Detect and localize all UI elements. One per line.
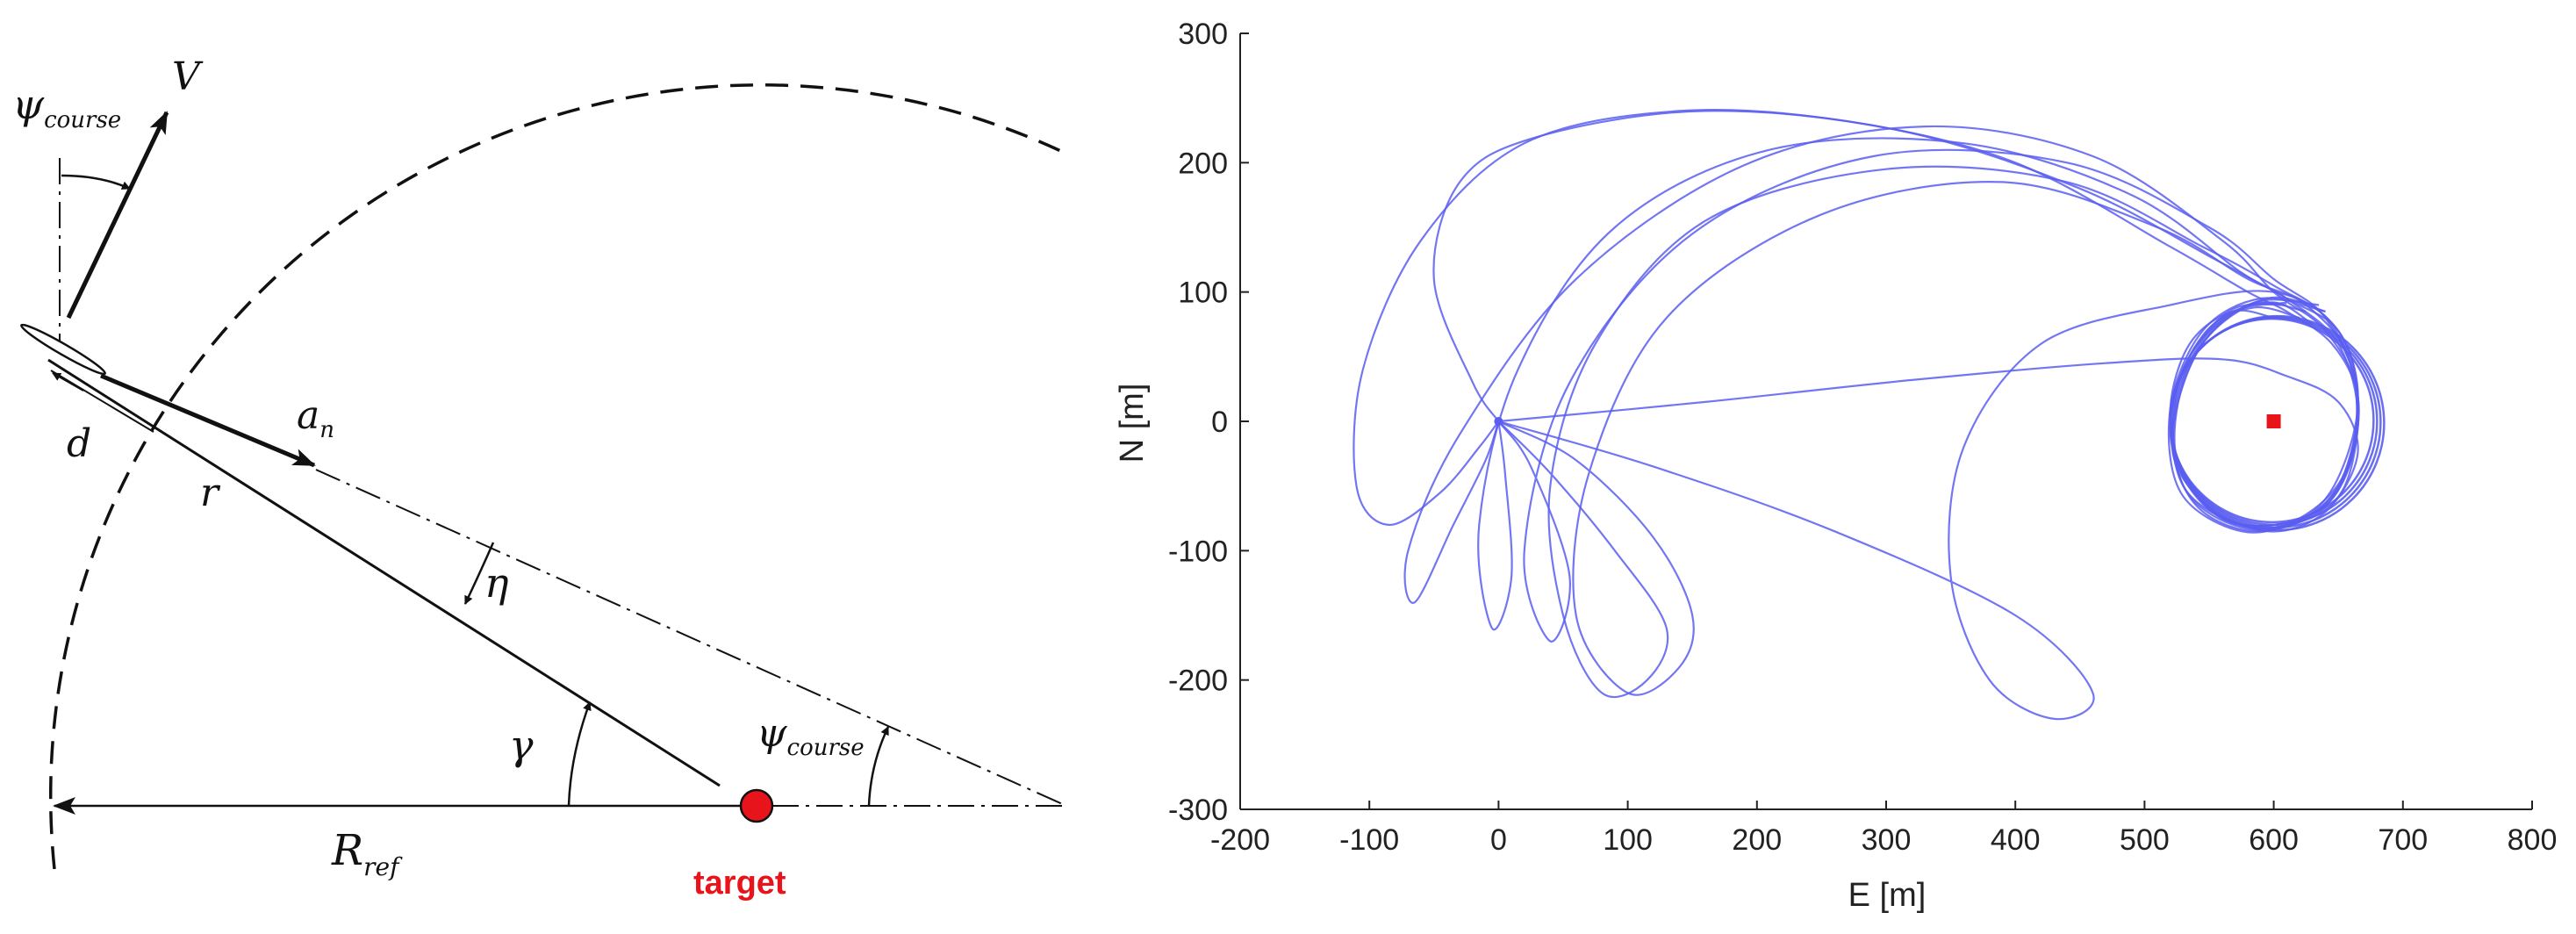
x-tick-label: 300 [1862,823,1912,857]
guidance-geometry-diagram: ψcourse V an d r η γ ψcourse Rref target [12,54,1067,902]
chart-axes: -200 -100 0 100 200 300 400 500 600 700 800 300 200 1… [1168,18,2557,857]
x-tick-label: 400 [1991,823,2041,857]
trajectory-line-9 [1432,110,2359,534]
x-tick-label: 600 [2249,823,2299,857]
psi-course-label-bottom: ψcourse [757,711,865,761]
target-label: target [693,865,786,902]
y-tick-label: 300 [1178,18,1228,51]
loiter-circle-pass-4 [2169,314,2386,532]
y-tick-label: -200 [1168,665,1228,698]
reference-radius-label: Rref [331,826,403,881]
normal-acceleration-vector [100,373,316,468]
course-line-dashdot [315,469,1067,807]
trajectory-chart: -200 -100 0 100 200 300 400 500 600 700 800 300 200 1… [1114,18,2557,914]
x-tick-label: 800 [2508,823,2558,857]
eta-angle-arc [463,542,495,605]
y-tick-label: -100 [1168,535,1228,568]
x-axis-label: E [m] [1848,877,1927,914]
y-tick-label: 200 [1178,147,1228,180]
normal-accel-label: an [297,393,334,443]
reference-circle-arc [49,83,1067,870]
psi-course-angle-arc-bottom [867,726,890,807]
target-markers [1494,414,2281,428]
offset-bracket-line [50,370,154,433]
psi-course-angle-arc-top [61,174,131,190]
trajectory-line-7 [1498,290,2359,721]
trajectory-lines [1353,108,2386,721]
target-square-marker [2266,414,2281,428]
y-axis-label: N [m] [1114,384,1151,463]
range-label: r [200,471,221,515]
x-tick-label: 0 [1490,823,1507,857]
x-tick-label: 200 [1732,823,1782,857]
trajectory-line-8 [1498,298,2359,533]
gamma-label: γ [509,722,534,769]
eta-label: η [484,559,509,607]
aircraft-icon [20,323,106,376]
psi-course-label-top: ψcourse [12,81,121,133]
gamma-angle-arc [567,701,592,807]
y-tick-label: 0 [1211,406,1228,439]
trajectory-line-3 [1477,137,2359,631]
trajectory-line-2 [1403,125,2360,604]
y-tick-label: 100 [1178,277,1228,310]
offset-arrow-line [52,372,84,392]
x-tick-label: 100 [1603,823,1653,857]
x-tick-label: -200 [1210,823,1270,857]
y-tick-label: -300 [1168,794,1228,827]
x-tick-label: 700 [2378,823,2428,857]
x-tick-label: -100 [1339,823,1399,857]
target-marker [739,788,774,823]
x-tick-label: 500 [2120,823,2170,857]
trajectory-line-6 [1497,181,2358,696]
origin-point [1494,417,1503,426]
velocity-label: V [172,54,204,99]
range-line [47,358,721,787]
offset-label: d [67,421,91,466]
velocity-vector [66,111,169,320]
